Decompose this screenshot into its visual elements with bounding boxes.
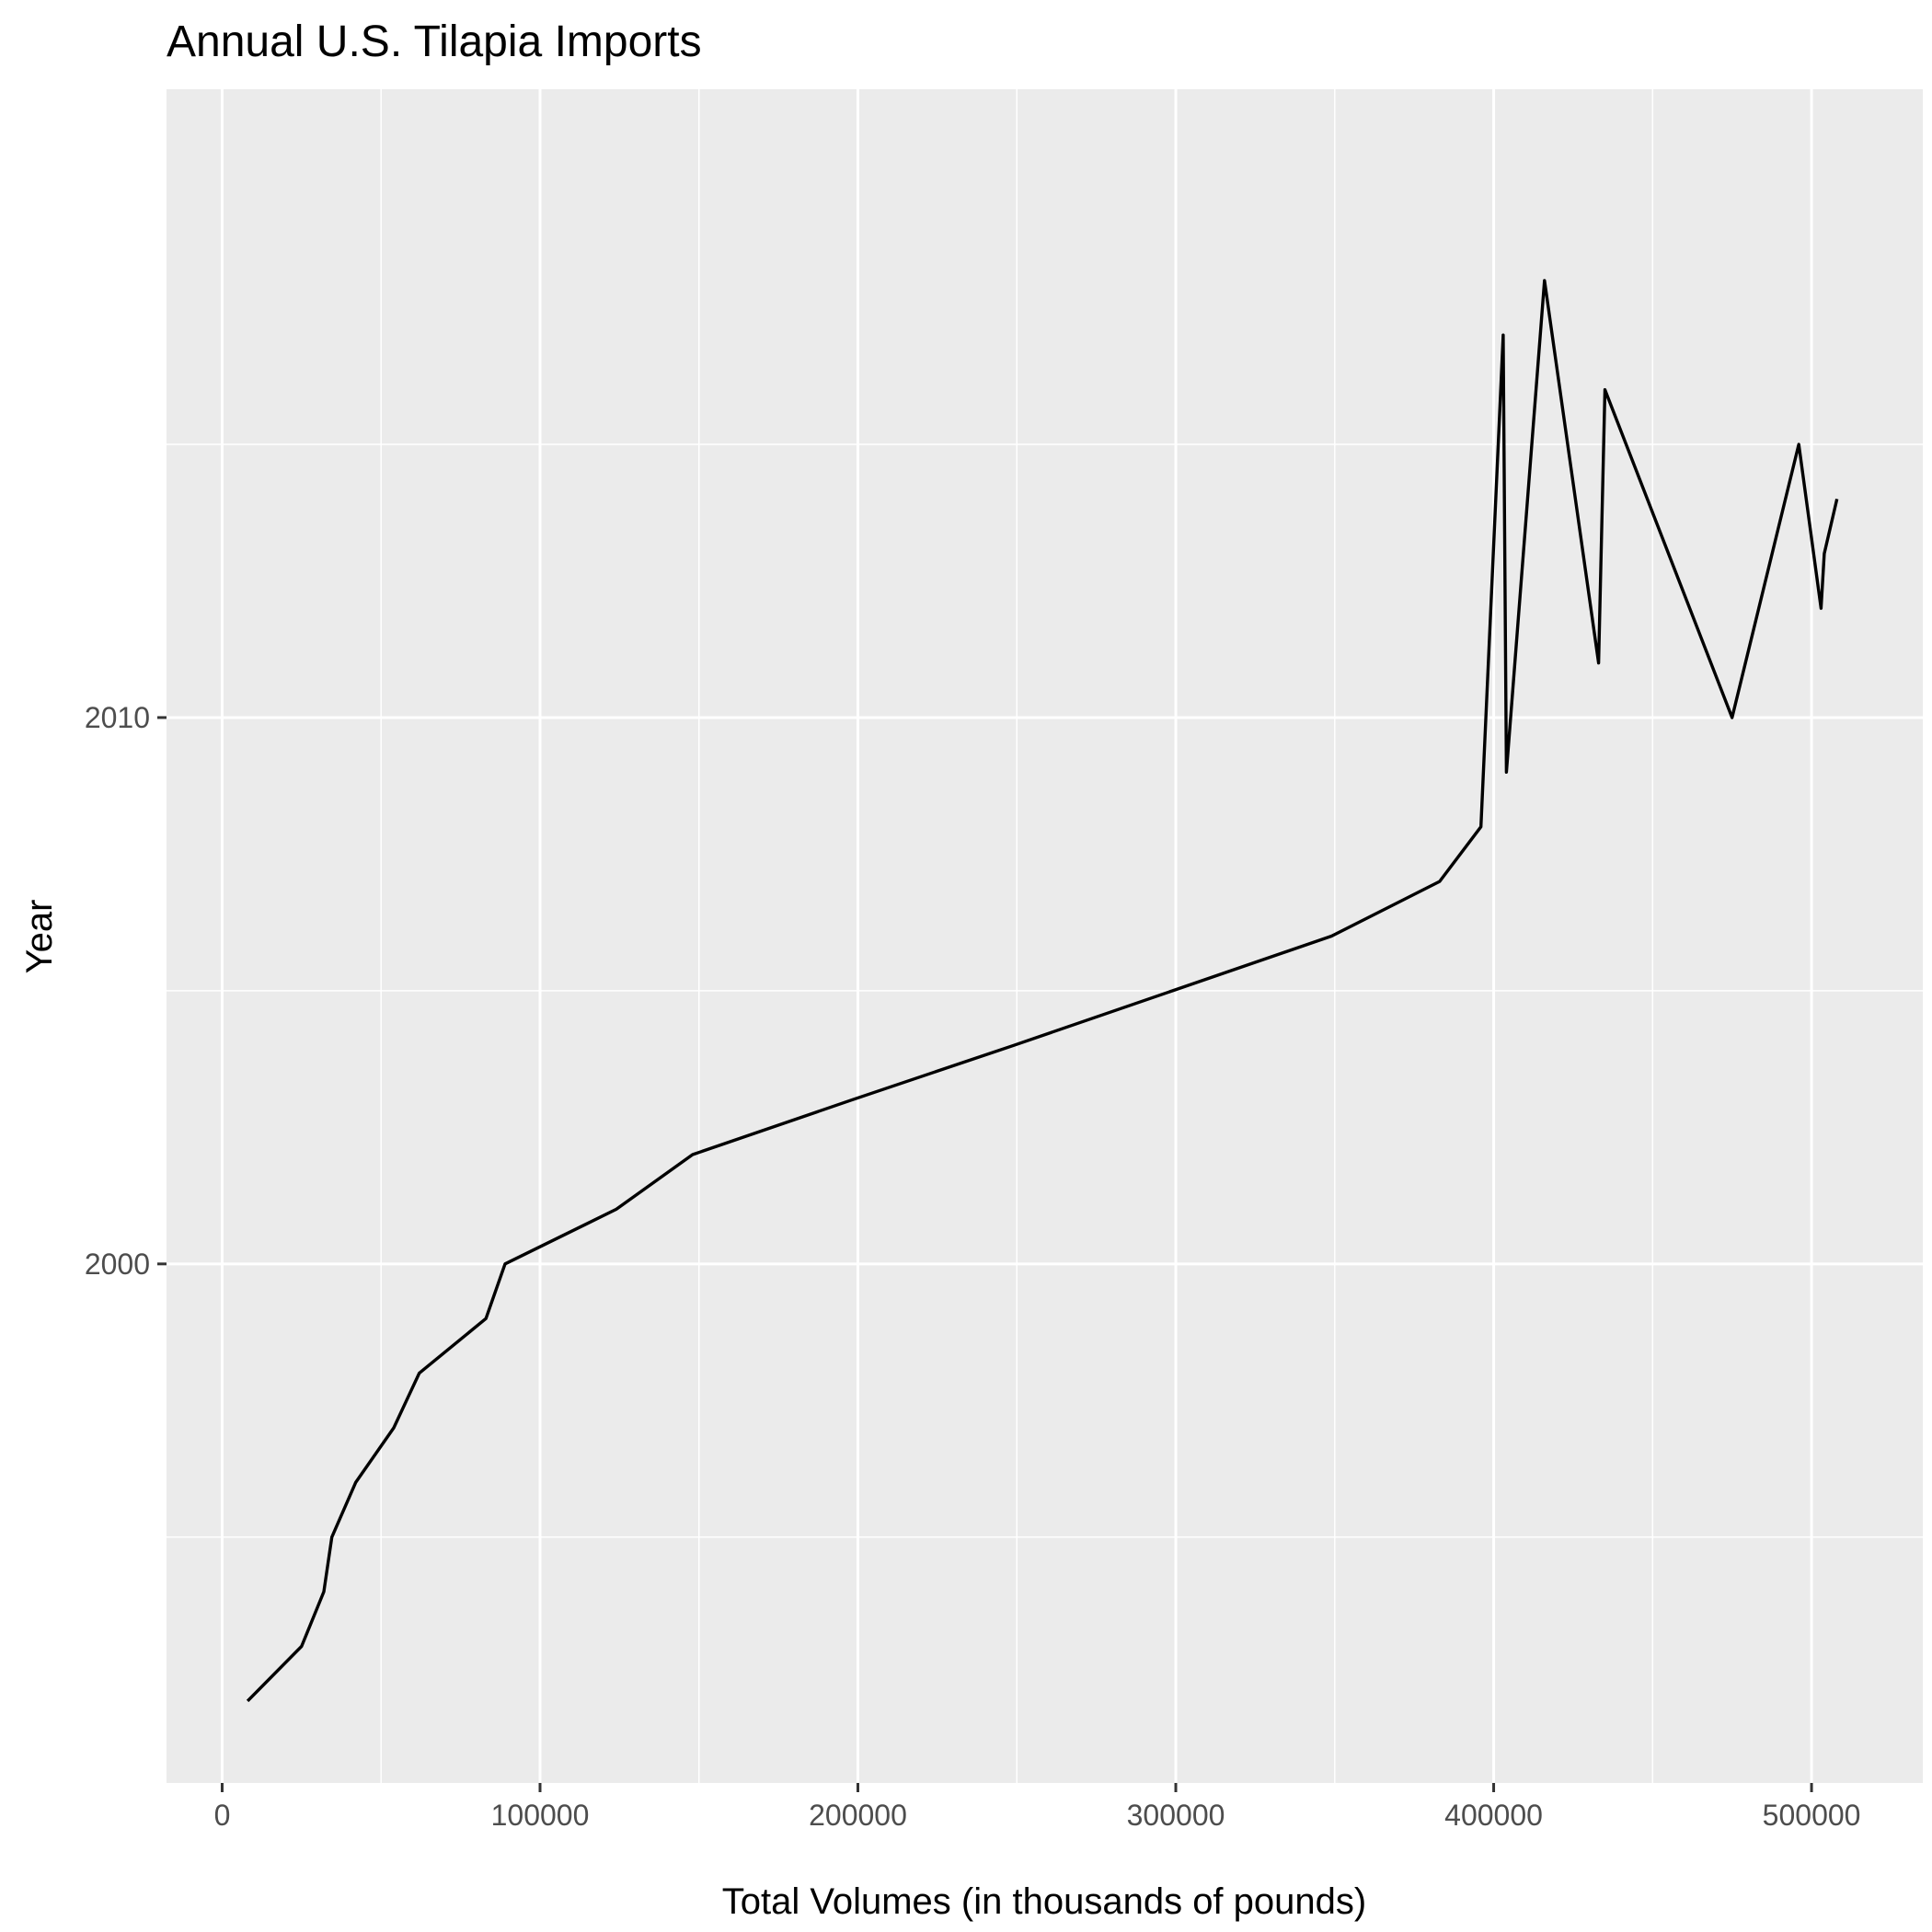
chart-title: Annual U.S. Tilapia Imports: [167, 17, 702, 66]
y-tick-label: 2000: [85, 1248, 150, 1281]
x-tick-label: 0: [214, 1799, 231, 1832]
x-tick-label: 500000: [1763, 1799, 1861, 1832]
x-tick-label: 100000: [491, 1799, 590, 1832]
grid: [167, 89, 1923, 1783]
x-tick-label: 300000: [1127, 1799, 1225, 1832]
y-axis: 2000 2010: [85, 701, 167, 1281]
x-axis-title: Total Volumes (in thousands of pounds): [722, 1881, 1366, 1922]
x-tick-label: 200000: [809, 1799, 907, 1832]
x-tick-label: 400000: [1444, 1799, 1543, 1832]
y-axis-title: Year: [19, 900, 60, 974]
y-tick-label: 2010: [85, 701, 150, 734]
x-axis: 0 100000 200000 300000 400000 500000: [214, 1783, 1861, 1832]
plot-panel: [167, 89, 1923, 1783]
series-line-total-volume: [246, 279, 1839, 1703]
